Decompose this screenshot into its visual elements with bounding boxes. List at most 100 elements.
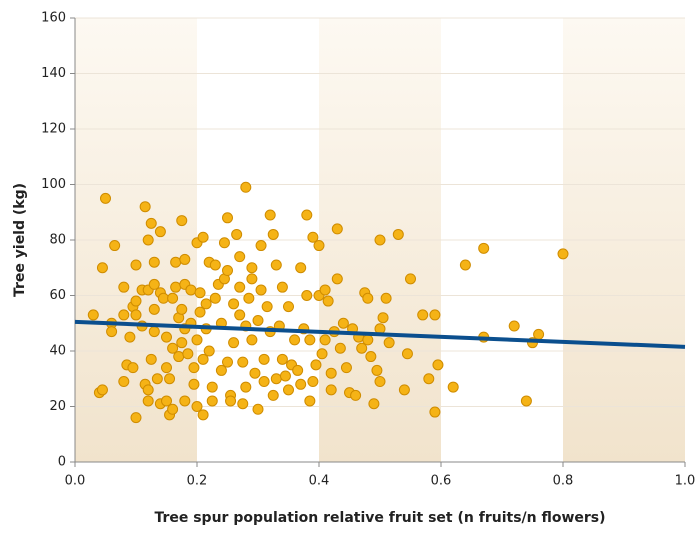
y-tick-label: 40 [49,344,66,359]
point [313,240,325,252]
point [148,326,160,338]
point [222,265,233,277]
point [96,384,108,396]
point [520,395,532,407]
point [292,364,304,376]
point [255,284,267,296]
point [240,181,252,193]
point [167,403,179,415]
point [459,259,471,271]
point [325,367,337,379]
point [252,403,264,415]
point [383,337,395,349]
point [109,240,121,252]
point [243,292,255,304]
point [283,301,294,313]
point [429,309,441,321]
point [310,359,322,371]
y-tick-label: 20 [49,399,66,414]
point [267,389,279,401]
x-tick-label: 1.0 [675,474,696,489]
point [222,356,233,368]
point [307,376,319,388]
point [197,231,209,243]
point [398,384,410,396]
point [203,345,215,357]
point [322,295,334,307]
point [316,348,328,360]
point [228,337,240,349]
y-axis-label: Tree yield (kg) [12,183,28,297]
point [96,262,108,274]
point [340,362,352,374]
point [151,373,163,385]
point [319,284,331,296]
point [365,351,377,363]
point [371,364,383,376]
point [231,228,243,240]
point [197,353,209,365]
point [179,253,191,265]
point [264,209,276,221]
point [533,328,545,340]
point [234,281,246,293]
point [405,273,416,285]
point [401,348,413,360]
point [270,373,282,385]
point [377,312,389,324]
point [206,381,218,393]
y-tick-label: 80 [49,233,66,248]
point [130,309,142,321]
point [304,395,316,407]
point [261,301,273,313]
point [130,259,142,271]
point [246,334,258,346]
point [167,342,179,354]
x-tick-label: 0.8 [553,474,574,489]
point [225,395,237,407]
point [148,256,160,268]
point [154,226,166,238]
point [432,359,444,371]
point [334,342,346,354]
point [118,281,130,293]
point [157,292,169,304]
point [307,231,319,243]
point [246,262,258,274]
point [276,353,288,365]
point [118,376,130,388]
point [87,309,99,321]
y-tick-label: 60 [49,288,66,303]
point [237,398,249,410]
point [170,256,182,268]
point [142,395,154,407]
y-tick-label: 0 [58,455,66,470]
point [252,314,264,326]
point [331,273,343,285]
y-tick-label: 140 [41,66,66,81]
point [176,337,188,349]
point [301,290,313,301]
point [319,334,331,346]
point [301,209,313,221]
point [142,234,154,246]
point [331,223,343,235]
point [557,248,569,260]
point [197,409,209,421]
point [429,406,441,418]
point [289,334,301,346]
point [249,367,261,379]
point [148,278,160,290]
point [368,398,380,410]
point [276,281,288,293]
x-tick-label: 0.6 [431,474,452,489]
point [234,251,246,263]
point [362,334,374,346]
point [167,292,179,304]
point [124,331,136,343]
point [173,351,185,363]
point [417,309,429,321]
trend-line [74,319,686,349]
point [194,306,206,318]
